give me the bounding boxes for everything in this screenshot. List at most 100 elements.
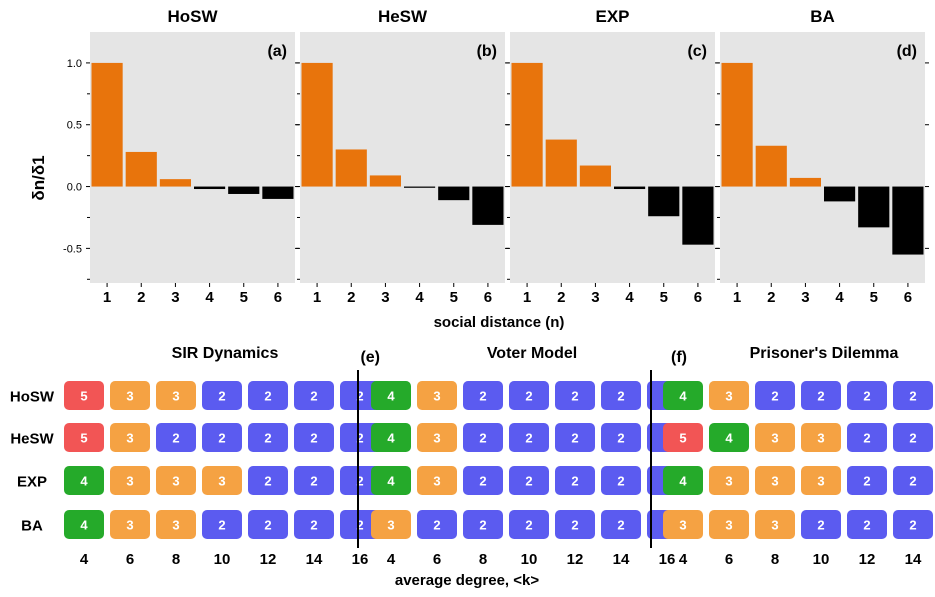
cell-HoSW-4 [663,381,703,410]
cell-value: 3 [771,518,778,533]
cell-value: 3 [172,474,179,489]
bar-EXP-5 [648,186,680,217]
cell-HoSW-8 [755,381,795,410]
cell-EXP-8 [156,466,196,495]
cell-value: 2 [617,389,624,404]
cell-value: 2 [817,389,824,404]
column-label: 4 [387,551,396,568]
cell-HeSW-6 [417,423,457,452]
cell-EXP-4 [663,466,703,495]
bar-BA-1 [721,62,753,187]
column-label: 14 [613,551,630,568]
x-tick-label: 4 [835,289,844,306]
bar-EXP-4 [614,186,646,190]
column-label: 10 [813,551,830,568]
cell-value: 3 [725,518,732,533]
x-tick-label: 5 [870,289,878,306]
cell-BA-4 [663,510,703,539]
cell-value: 2 [479,431,486,446]
cell-value: 2 [571,518,578,533]
cell-value: 3 [433,389,440,404]
x-tick-label: 5 [660,289,668,306]
cell-HeSW-8 [463,423,503,452]
bar-HoSW-4 [194,186,226,190]
cell-value: 2 [310,389,317,404]
cell-value: 2 [479,474,486,489]
bar-panel-BA: BA (d) 1 2 3 4 5 6 [716,7,929,306]
cell-HoSW-6 [110,381,150,410]
cell-HeSW-12 [248,423,288,452]
panel-letter: (d) [897,43,917,60]
cell-EXP-6 [709,466,749,495]
cell-BA-10 [801,510,841,539]
cell-BA-6 [110,510,150,539]
cell-EXP-6 [417,466,457,495]
cell-value: 3 [387,518,394,533]
cell-value: 2 [264,431,271,446]
cell-HeSW-14 [893,423,933,452]
bar-EXP-2 [545,139,577,187]
bar-BA-2 [755,145,787,187]
cell-value: 2 [310,518,317,533]
column-label: 12 [260,551,277,568]
y-axis-label: δn/δ1 [29,155,48,200]
cell-value: 2 [617,474,624,489]
column-label: 16 [352,551,369,568]
cell-value: 2 [264,518,271,533]
cell-value: 2 [525,474,532,489]
cell-HoSW-6 [417,381,457,410]
column-label: 14 [306,551,323,568]
cell-value: 2 [218,518,225,533]
cell-HoSW-12 [847,381,887,410]
cell-value: 3 [126,518,133,533]
cell-HeSW-6 [110,423,150,452]
cell-value: 2 [433,518,440,533]
cell-value: 4 [80,474,88,489]
cell-value: 2 [264,474,271,489]
cell-BA-10 [509,510,549,539]
x-tick-label: 6 [484,289,492,306]
cell-value: 2 [356,518,363,533]
cell-value: 2 [218,431,225,446]
panel-title: HoSW [167,7,218,26]
column-label: 6 [433,551,441,568]
cell-value: 3 [433,431,440,446]
cell-BA-12 [555,510,595,539]
column-label: 10 [214,551,231,568]
bar-HeSW-1 [301,62,333,187]
cell-value: 2 [863,518,870,533]
cell-HeSW-6 [709,423,749,452]
row-label-EXP: EXP [17,474,47,491]
plot-background [90,32,295,283]
cell-value: 2 [771,389,778,404]
column-label: 8 [479,551,487,568]
column-label: 14 [905,551,922,568]
cell-value: 5 [679,431,686,446]
panel-letter: (f) [671,349,687,366]
cell-value: 3 [725,474,732,489]
cell-value: 3 [679,518,686,533]
column-label: 8 [172,551,180,568]
cell-BA-6 [417,510,457,539]
cell-value: 4 [679,389,687,404]
cell-value: 2 [909,431,916,446]
cell-HoSW-16 [340,381,380,410]
cell-BA-12 [847,510,887,539]
bar-HoSW-3 [159,179,191,187]
cell-EXP-14 [294,466,334,495]
cell-HoSW-14 [294,381,334,410]
y-tick-label: 1.0 [67,58,82,70]
cell-value: 2 [863,389,870,404]
cell-HoSW-10 [202,381,242,410]
cell-EXP-6 [110,466,150,495]
cell-value: 2 [863,474,870,489]
cell-value: 2 [525,431,532,446]
cell-HeSW-4 [64,423,104,452]
cell-value: 5 [80,431,87,446]
cell-HoSW-4 [64,381,104,410]
x-tick-label: 3 [381,289,389,306]
cell-value: 2 [909,474,916,489]
cell-value: 2 [909,518,916,533]
cell-value: 2 [479,389,486,404]
